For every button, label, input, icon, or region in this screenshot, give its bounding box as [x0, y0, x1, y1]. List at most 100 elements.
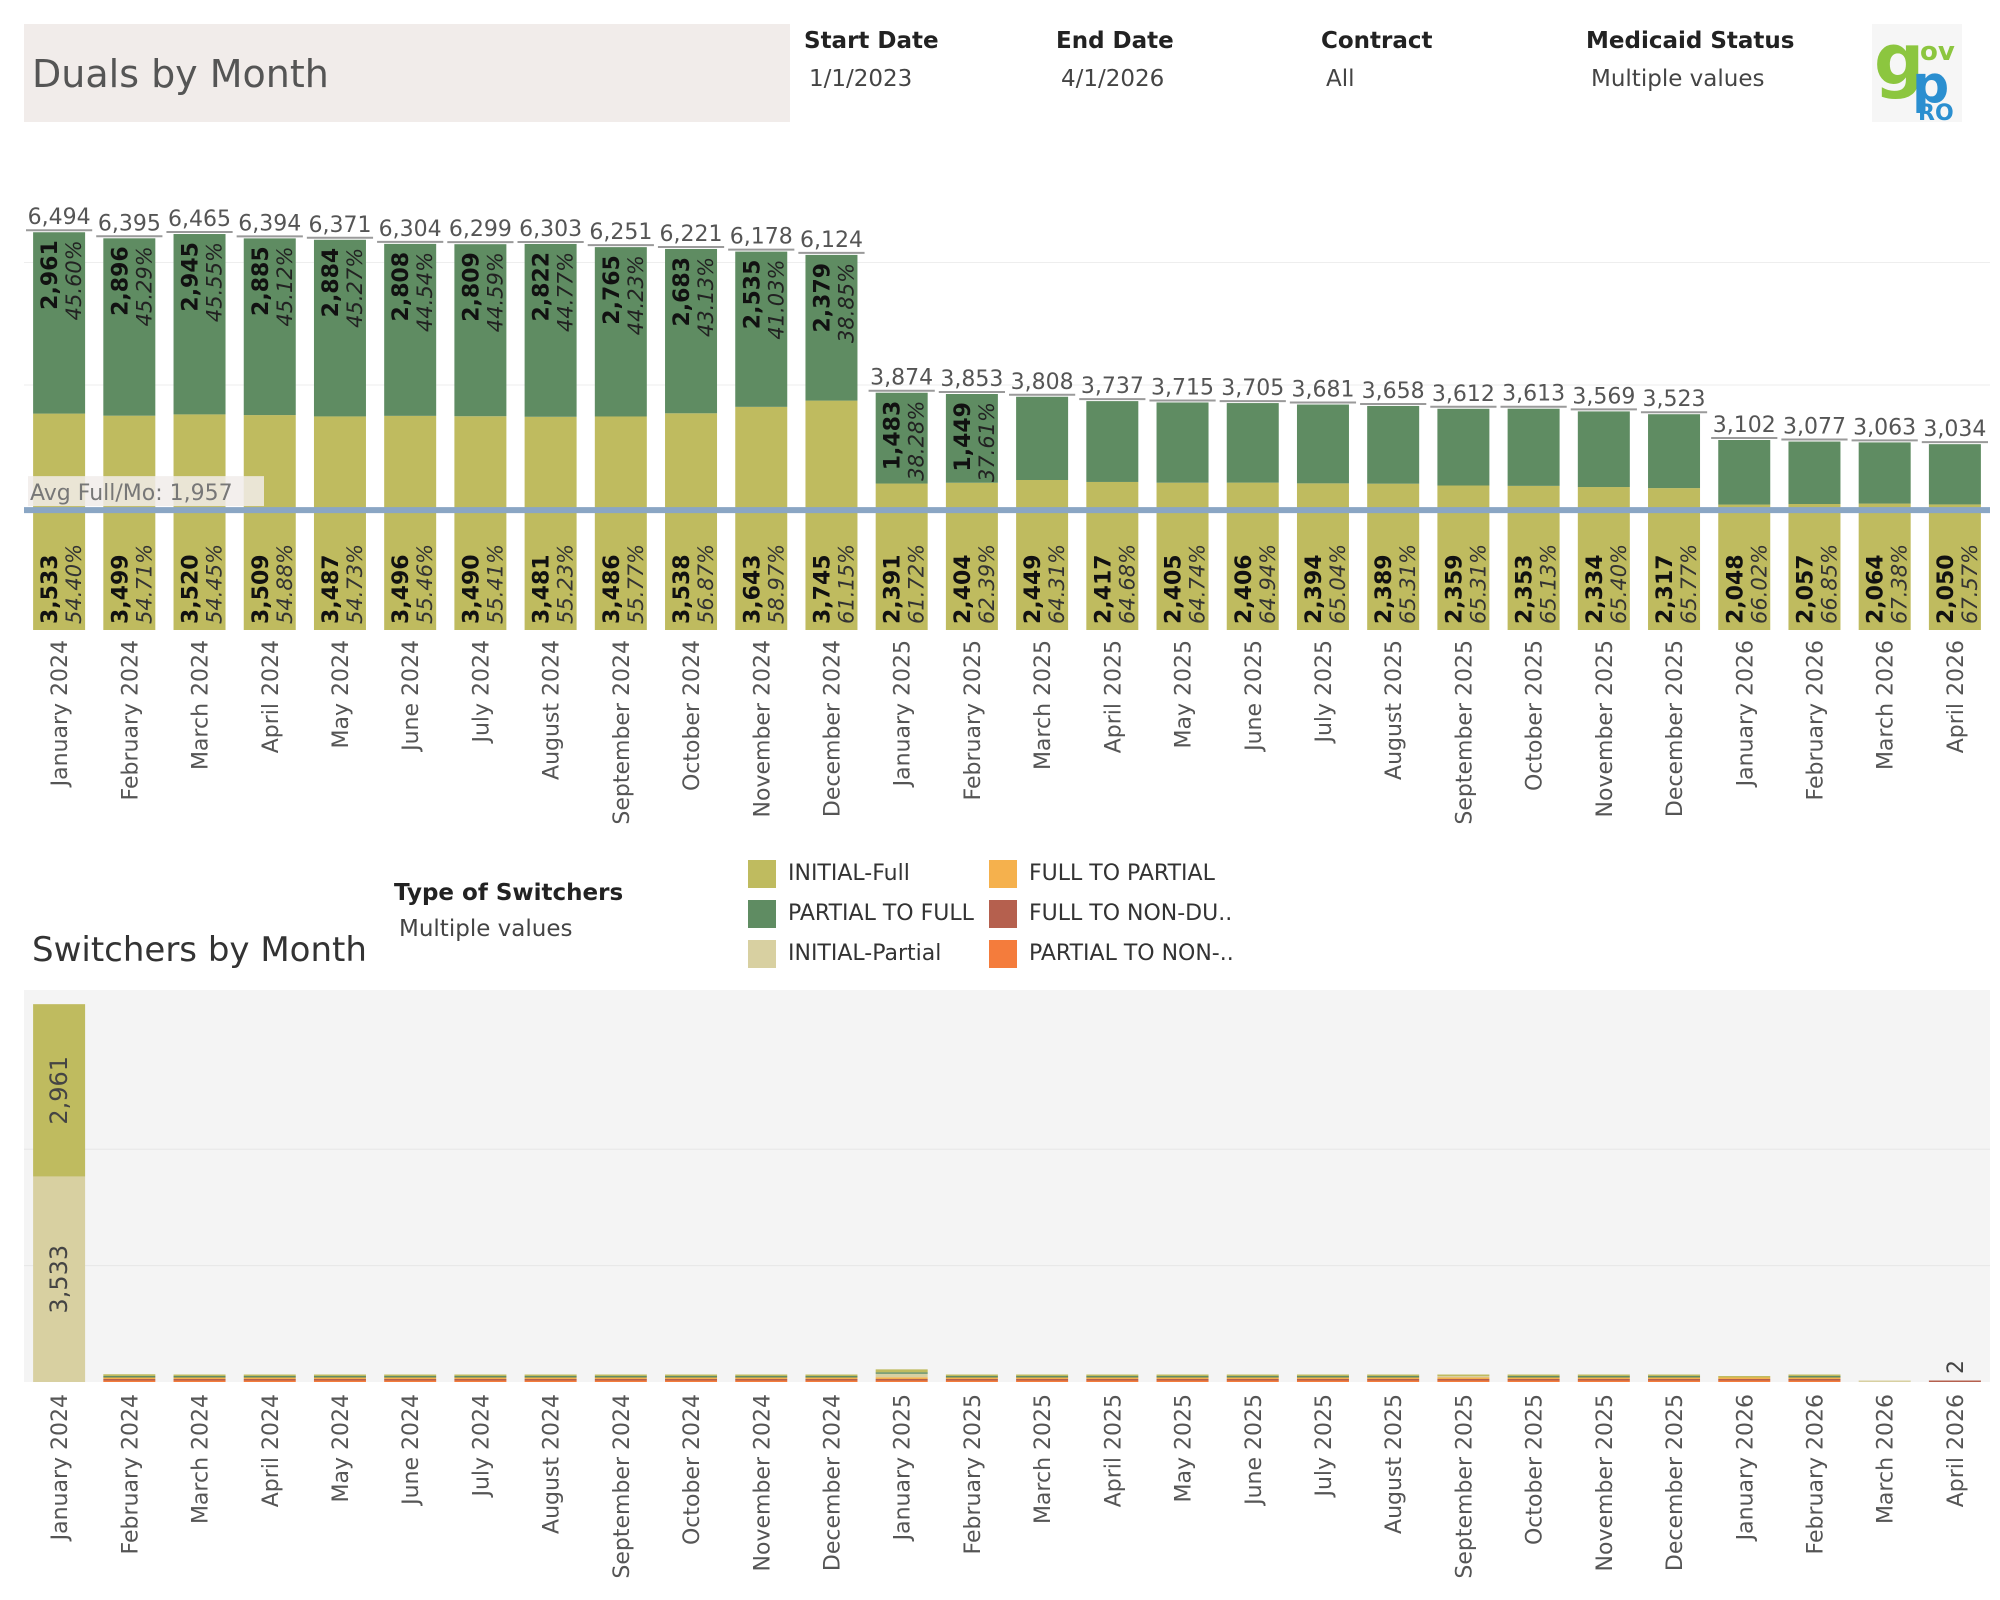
bar-full-to-non-dual-october-2024[interactable] — [665, 1379, 718, 1381]
bar-partial-to-full-october-2025[interactable] — [1507, 408, 1560, 486]
bar-partial-to-full-august-2024[interactable] — [524, 243, 577, 417]
bar-initial-full-february-2026[interactable] — [1788, 504, 1841, 630]
bar-initial-full-august-2024[interactable] — [524, 416, 577, 630]
bar-partial-to-full-may-2024[interactable] — [313, 1376, 366, 1378]
filter-value[interactable]: Multiple values — [1591, 66, 1765, 92]
bar-initial-full-february-2024[interactable] — [103, 415, 156, 630]
bar-partial-to-full-june-2024[interactable] — [384, 1376, 437, 1378]
bar-partial-to-non-dual-october-2024[interactable] — [665, 1380, 718, 1383]
bar-partial-to-full-february-2026[interactable] — [1788, 1376, 1841, 1378]
bar-initial-full-october-2024[interactable] — [665, 413, 718, 630]
bar-partial-to-full-july-2024[interactable] — [454, 244, 507, 417]
bar-full-to-non-dual-march-2025[interactable] — [1016, 1379, 1069, 1381]
bar-initial-full-january-2025[interactable] — [875, 1369, 928, 1373]
bar-full-to-non-dual-october-2025[interactable] — [1507, 1379, 1560, 1381]
bar-full-to-non-dual-august-2025[interactable] — [1367, 1379, 1420, 1381]
bar-partial-to-non-dual-august-2024[interactable] — [524, 1380, 577, 1383]
bar-initial-full-august-2025[interactable] — [1367, 1374, 1420, 1377]
bar-partial-to-full-june-2025[interactable] — [1226, 1376, 1279, 1378]
filter-value[interactable]: 1/1/2023 — [809, 66, 913, 92]
bar-full-to-non-dual-february-2024[interactable] — [103, 1379, 156, 1381]
bar-initial-full-february-2025[interactable] — [945, 1374, 998, 1377]
bar-partial-to-full-may-2025[interactable] — [1156, 402, 1209, 483]
bar-full-to-partial-january-2026[interactable] — [1718, 1377, 1771, 1380]
bar-full-to-partial-october-2025[interactable] — [1507, 1377, 1560, 1380]
bar-initial-full-april-2026[interactable] — [1928, 504, 1981, 630]
bar-initial-full-may-2024[interactable] — [313, 416, 366, 630]
filter-value[interactable]: 4/1/2026 — [1061, 66, 1165, 92]
bar-partial-to-full-april-2024[interactable] — [243, 1376, 296, 1378]
bar-full-to-partial-july-2025[interactable] — [1296, 1377, 1349, 1380]
bar-full-to-partial-february-2024[interactable] — [103, 1377, 156, 1380]
bar-partial-to-non-dual-september-2025[interactable] — [1437, 1380, 1490, 1383]
bar-initial-full-march-2025[interactable] — [1016, 479, 1069, 630]
bar-partial-to-non-dual-december-2025[interactable] — [1648, 1380, 1701, 1383]
bar-full-to-non-dual-june-2025[interactable] — [1226, 1379, 1279, 1381]
bar-partial-to-full-october-2024[interactable] — [665, 248, 718, 414]
bar-full-to-partial-november-2024[interactable] — [735, 1377, 788, 1380]
bar-partial-to-non-dual-february-2026[interactable] — [1788, 1380, 1841, 1383]
bar-initial-full-july-2024[interactable] — [454, 1374, 507, 1377]
bar-partial-to-full-april-2024[interactable] — [243, 238, 296, 416]
bar-full-to-non-dual-december-2025[interactable] — [1648, 1379, 1701, 1381]
bar-partial-to-full-december-2024[interactable] — [805, 1376, 858, 1378]
bar-full-to-partial-january-2025[interactable] — [875, 1377, 928, 1379]
bar-initial-full-april-2025[interactable] — [1086, 1374, 1139, 1377]
bar-partial-to-full-january-2024[interactable] — [33, 232, 86, 414]
bar-partial-to-full-september-2024[interactable] — [594, 1376, 647, 1378]
bar-full-to-partial-september-2024[interactable] — [594, 1377, 647, 1380]
bar-partial-to-full-april-2025[interactable] — [1086, 1376, 1139, 1378]
bar-partial-to-non-dual-june-2025[interactable] — [1226, 1380, 1279, 1383]
bar-initial-full-march-2024[interactable] — [173, 414, 226, 630]
bar-full-to-partial-may-2025[interactable] — [1156, 1377, 1209, 1380]
bar-full-to-non-dual-july-2025[interactable] — [1296, 1379, 1349, 1381]
bar-partial-to-full-november-2025[interactable] — [1577, 1376, 1630, 1378]
bar-full-to-non-dual-september-2025[interactable] — [1437, 1379, 1490, 1381]
bar-initial-partial-january-2025[interactable] — [875, 1373, 928, 1378]
bar-initial-full-september-2024[interactable] — [594, 1374, 647, 1377]
bar-partial-to-non-dual-august-2025[interactable] — [1367, 1380, 1420, 1383]
filter-value[interactable]: All — [1326, 66, 1355, 92]
bar-full-to-non-dual-july-2024[interactable] — [454, 1379, 507, 1381]
bar-full-to-partial-march-2025[interactable] — [1016, 1377, 1069, 1380]
bar-initial-full-october-2024[interactable] — [665, 1374, 718, 1377]
bar-full-to-partial-march-2024[interactable] — [173, 1377, 226, 1380]
bar-full-to-non-dual-april-2025[interactable] — [1086, 1379, 1139, 1381]
bar-initial-full-january-2024[interactable] — [33, 1004, 86, 1177]
bar-partial-to-full-october-2025[interactable] — [1507, 1376, 1560, 1378]
bar-partial-to-full-september-2024[interactable] — [594, 247, 647, 417]
bar-partial-to-full-march-2024[interactable] — [173, 234, 226, 415]
bar-partial-to-full-march-2026[interactable] — [1858, 442, 1911, 504]
bar-partial-to-full-may-2025[interactable] — [1156, 1376, 1209, 1378]
bar-full-to-partial-april-2025[interactable] — [1086, 1377, 1139, 1380]
bar-initial-full-june-2025[interactable] — [1226, 1374, 1279, 1377]
bar-full-to-partial-october-2024[interactable] — [665, 1377, 718, 1380]
bar-full-to-non-dual-january-2026[interactable] — [1718, 1379, 1771, 1381]
bar-partial-to-full-may-2024[interactable] — [313, 239, 366, 417]
bar-partial-to-full-november-2024[interactable] — [735, 251, 788, 407]
bar-full-to-partial-july-2024[interactable] — [454, 1377, 507, 1380]
bar-initial-full-november-2025[interactable] — [1577, 1374, 1630, 1377]
bar-partial-to-non-dual-july-2024[interactable] — [454, 1380, 507, 1383]
bar-partial-to-full-november-2024[interactable] — [735, 1376, 788, 1378]
bar-full-to-partial-november-2025[interactable] — [1577, 1377, 1630, 1380]
bar-initial-partial-march-2026[interactable] — [1858, 1380, 1911, 1383]
bar-partial-to-full-july-2024[interactable] — [454, 1376, 507, 1378]
bar-initial-full-march-2024[interactable] — [173, 1374, 226, 1377]
bar-initial-full-december-2025[interactable] — [1648, 1374, 1701, 1377]
bar-full-to-non-dual-february-2025[interactable] — [945, 1379, 998, 1381]
bar-partial-to-full-july-2025[interactable] — [1296, 404, 1349, 484]
bar-initial-full-june-2024[interactable] — [384, 1374, 437, 1377]
bar-partial-to-non-dual-may-2025[interactable] — [1156, 1380, 1209, 1383]
bar-initial-partial-september-2025[interactable] — [1437, 1376, 1490, 1378]
bar-initial-full-april-2025[interactable] — [1086, 481, 1139, 630]
bar-partial-to-full-june-2025[interactable] — [1226, 403, 1279, 483]
filter-medicaid-status[interactable]: Medicaid Status Multiple values — [1586, 28, 1794, 92]
filter-start-date[interactable]: Start Date 1/1/2023 — [804, 28, 939, 92]
bar-full-to-partial-february-2025[interactable] — [945, 1377, 998, 1380]
bar-partial-to-full-april-2025[interactable] — [1086, 401, 1139, 482]
bar-full-to-non-dual-may-2025[interactable] — [1156, 1379, 1209, 1381]
bar-partial-to-full-november-2025[interactable] — [1577, 411, 1630, 488]
filter-contract[interactable]: Contract All — [1321, 28, 1433, 92]
bar-partial-to-full-february-2024[interactable] — [103, 1376, 156, 1378]
